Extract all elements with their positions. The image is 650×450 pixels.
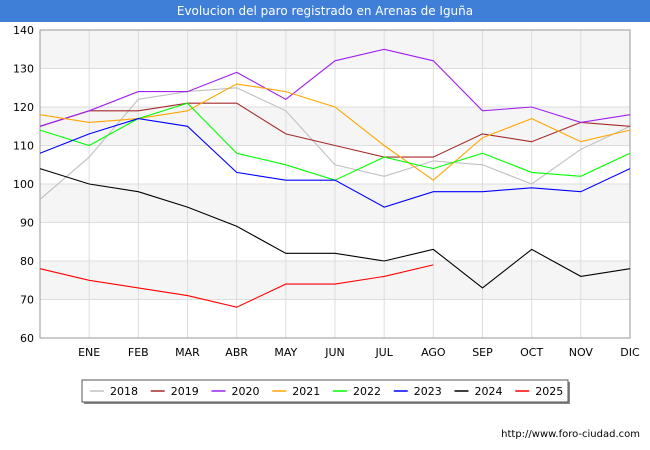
x-tick-label: DIC — [620, 346, 640, 359]
x-tick-label: ENE — [78, 346, 100, 359]
x-tick-label: JUL — [374, 346, 393, 359]
x-tick-label: MAY — [274, 346, 297, 359]
legend-box — [81, 379, 569, 403]
series-line-2023 — [39, 118, 631, 208]
x-tick-label: SEP — [472, 346, 493, 359]
legend-label-2018: 2018 — [110, 385, 138, 398]
legend-label-2025: 2025 — [535, 385, 563, 398]
series-line-2019 — [39, 102, 631, 158]
x-tick-label: MAR — [175, 346, 200, 359]
legend-label-2024: 2024 — [475, 385, 503, 398]
x-tick-label: NOV — [569, 346, 594, 359]
series-line-2020 — [39, 48, 631, 127]
y-tick-label: 90 — [20, 217, 34, 230]
legend-label-2019: 2019 — [171, 385, 199, 398]
legend-label-2023: 2023 — [414, 385, 442, 398]
legend-label-2021: 2021 — [292, 385, 320, 398]
x-tick-label: JUN — [324, 346, 345, 359]
y-tick-label: 130 — [13, 63, 34, 76]
y-tick-label: 100 — [13, 178, 34, 191]
y-tick-label: 60 — [20, 332, 34, 345]
y-tick-label: 140 — [13, 24, 34, 37]
x-tick-label: OCT — [520, 346, 543, 359]
x-tick-label: FEB — [128, 346, 149, 359]
series-line-2025 — [39, 264, 434, 308]
x-tick-label: ABR — [225, 346, 248, 359]
y-tick-label: 120 — [13, 101, 34, 114]
y-tick-label: 80 — [20, 255, 34, 268]
plot-frame — [39, 29, 631, 339]
footer-url[interactable]: http://www.foro-ciudad.com — [501, 429, 640, 440]
x-tick-label: AGO — [421, 346, 446, 359]
y-tick-label: 110 — [13, 140, 34, 153]
series-line-2024 — [39, 168, 631, 289]
series-line-2018 — [39, 87, 631, 200]
y-tick-label: 70 — [20, 294, 34, 307]
legend-label-2020: 2020 — [232, 385, 260, 398]
chart-title: Evolucion del paro registrado en Arenas … — [0, 0, 650, 22]
legend-label-2022: 2022 — [353, 385, 381, 398]
